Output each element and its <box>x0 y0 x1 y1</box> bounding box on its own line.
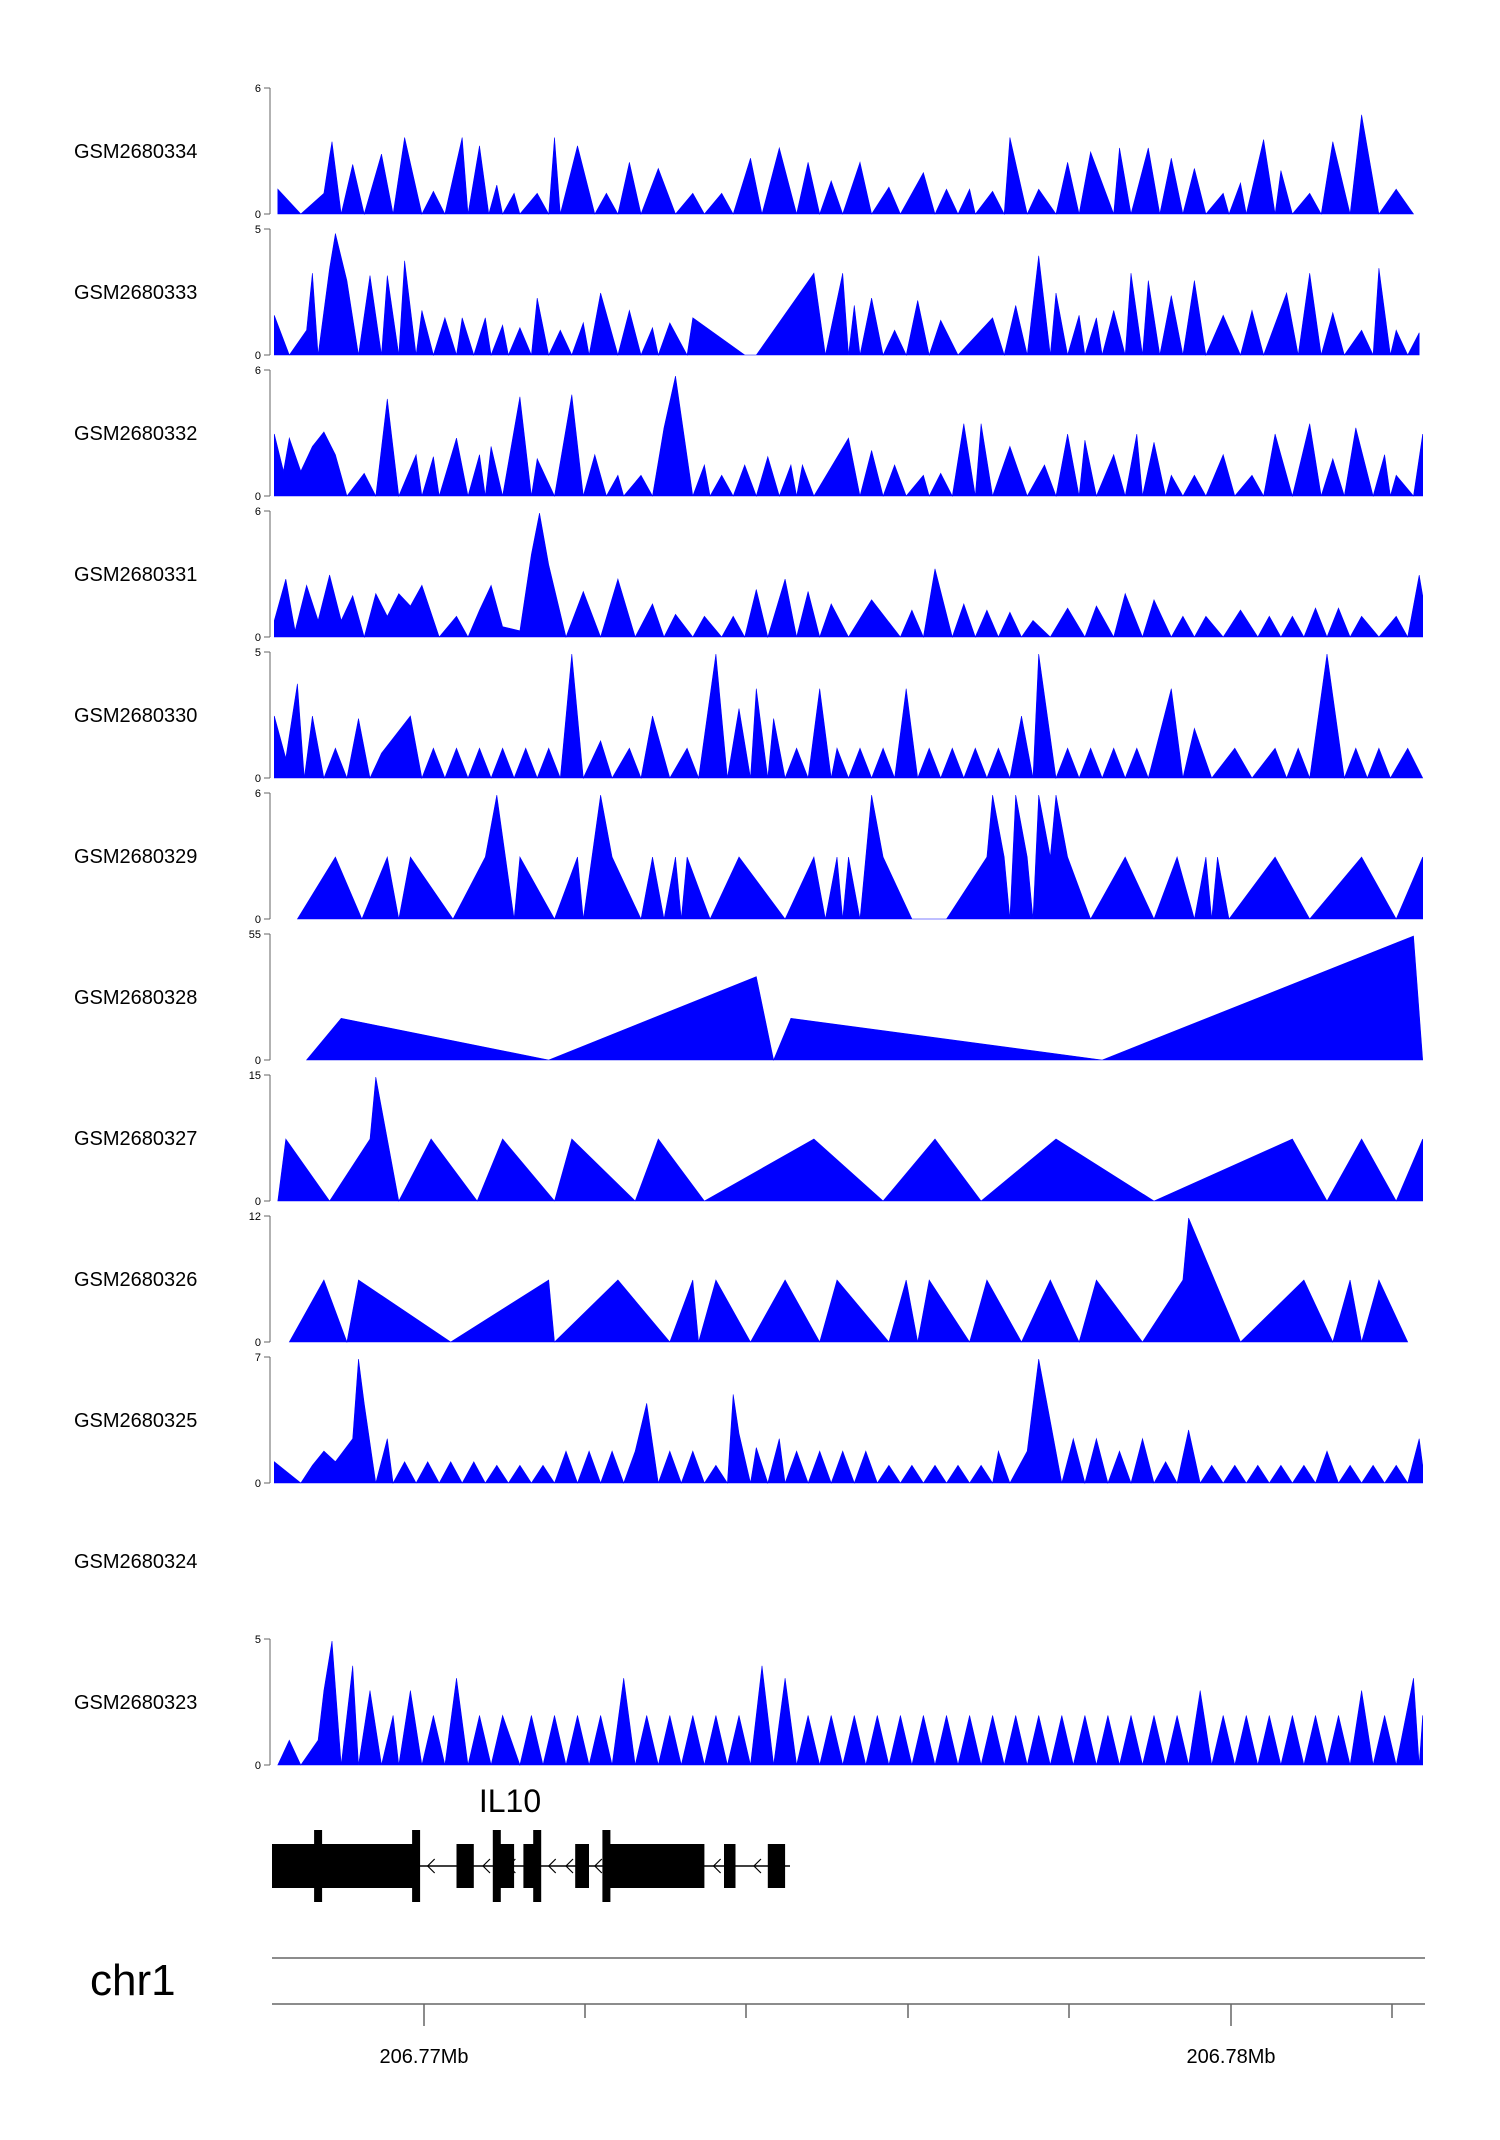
gene-tall-markers <box>314 1830 611 1902</box>
strand-arrow <box>565 1858 574 1874</box>
track-label: GSM2680323 <box>74 1692 197 1714</box>
track-label: GSM2680331 <box>74 564 197 586</box>
y-tick-label-min: 0 <box>255 914 261 926</box>
track-GSM2680327: GSM2680327 15 0 <box>74 1070 1423 1208</box>
y-tick-label-min: 0 <box>255 1055 261 1067</box>
track-label: GSM2680328 <box>74 987 197 1009</box>
y-tick-label-max: 6 <box>255 83 261 95</box>
y-tick-label-max: 12 <box>249 1211 261 1223</box>
track-label: GSM2680330 <box>74 705 197 727</box>
track-GSM2680323: GSM2680323 5 0 <box>74 1634 1423 1772</box>
y-tick-label-min: 0 <box>255 1196 261 1208</box>
coverage-area-GSM2680332 <box>274 376 1423 498</box>
chromosome-label: chr1 <box>90 1956 176 2005</box>
track-GSM2680328: GSM2680328 55 0 <box>74 929 1424 1067</box>
y-tick-label-min: 0 <box>255 209 261 221</box>
track-GSM2680329: GSM2680329 6 0 <box>74 788 1423 926</box>
axis-tick-label-2: 206.78Mb <box>1187 2046 1276 2068</box>
gene-tall-marker-5 <box>602 1830 611 1902</box>
coverage-area-GSM2680327 <box>277 1076 1423 1202</box>
y-tick-label-min: 0 <box>255 632 261 644</box>
y-tick-label-max: 5 <box>255 224 261 236</box>
track-GSM2680332: GSM2680332 6 0 <box>74 365 1423 503</box>
gene-tall-marker-1 <box>314 1830 323 1902</box>
gene-exons <box>272 1844 786 1888</box>
gene-exon-3 <box>496 1844 515 1888</box>
y-tick-label-max: 6 <box>255 506 261 518</box>
y-tick-label-max: 6 <box>255 365 261 377</box>
track-label: GSM2680324 <box>74 1551 197 1573</box>
strand-arrow <box>753 1858 762 1874</box>
strand-arrow <box>482 1858 491 1874</box>
coverage-area-GSM2680329 <box>296 794 1423 920</box>
gene-exon-8 <box>767 1844 786 1888</box>
y-tick-label-max: 5 <box>255 1634 261 1646</box>
track-label: GSM2680334 <box>74 141 197 163</box>
axis-tick-label-1: 206.77Mb <box>380 2046 469 2068</box>
coverage-area-GSM2680331 <box>274 512 1423 639</box>
strand-arrow <box>712 1858 722 1874</box>
gene-tall-marker-3 <box>492 1830 501 1902</box>
coverage-area-GSM2680326 <box>288 1217 1409 1344</box>
coverage-area-GSM2680334 <box>277 114 1415 216</box>
strand-arrow <box>593 1858 603 1874</box>
gene-tall-marker-4 <box>533 1830 542 1902</box>
strand-arrow <box>426 1858 436 1874</box>
gene-exon-5 <box>575 1844 589 1888</box>
y-tick-label-min: 0 <box>255 1478 261 1490</box>
genome-axis: chr1 206.77Mb 206.78Mb <box>90 1956 1425 2068</box>
coverage-area-GSM2680333 <box>274 233 1420 357</box>
gene-exon-2 <box>456 1844 474 1888</box>
axis-ticks <box>423 2004 1393 2026</box>
track-GSM2680326: GSM2680326 12 0 <box>74 1211 1409 1349</box>
track-GSM2680333: GSM2680333 5 0 <box>74 224 1420 362</box>
y-tick-label-max: 5 <box>255 647 261 659</box>
coverage-tracks: GSM268033460GSM268033350GSM268033260GSM2… <box>74 83 1424 1772</box>
track-GSM2680334: GSM2680334 6 0 <box>74 83 1415 221</box>
y-tick-label-max: 7 <box>255 1352 261 1364</box>
gene-track: IL10 <box>272 1783 790 1902</box>
track-GSM2680325: GSM2680325 7 0 <box>74 1352 1423 1490</box>
track-label: GSM2680325 <box>74 1410 197 1432</box>
gene-tall-marker-2 <box>412 1830 421 1902</box>
track-label: GSM2680326 <box>74 1269 197 1291</box>
y-tick-label-min: 0 <box>255 1760 261 1772</box>
coverage-area-GSM2680330 <box>274 653 1424 780</box>
track-label: GSM2680332 <box>74 423 197 445</box>
track-GSM2680330: GSM2680330 5 0 <box>74 647 1424 785</box>
gene-exon-6 <box>606 1844 705 1888</box>
y-tick-label-max: 6 <box>255 788 261 800</box>
track-label: GSM2680327 <box>74 1128 197 1150</box>
gene-exon-1 <box>272 1844 417 1888</box>
track-label: GSM2680329 <box>74 846 197 868</box>
y-tick-label-max: 55 <box>249 929 261 941</box>
coverage-area-GSM2680323 <box>277 1640 1423 1767</box>
track-label: GSM2680333 <box>74 282 197 304</box>
track-GSM2680331: GSM2680331 6 0 <box>74 506 1423 644</box>
y-tick-label-min: 0 <box>255 1337 261 1349</box>
track-GSM2680324: GSM2680324 <box>74 1551 197 1573</box>
y-tick-label-min: 0 <box>255 350 261 362</box>
y-tick-label-max: 15 <box>249 1070 261 1082</box>
gene-exon-7 <box>724 1844 736 1888</box>
y-tick-label-min: 0 <box>255 491 261 503</box>
strand-arrow <box>547 1858 557 1874</box>
y-tick-label-min: 0 <box>255 773 261 785</box>
coverage-area-GSM2680328 <box>305 935 1424 1062</box>
gene-name-label: IL10 <box>479 1783 541 1819</box>
coverage-area-GSM2680325 <box>274 1358 1423 1485</box>
